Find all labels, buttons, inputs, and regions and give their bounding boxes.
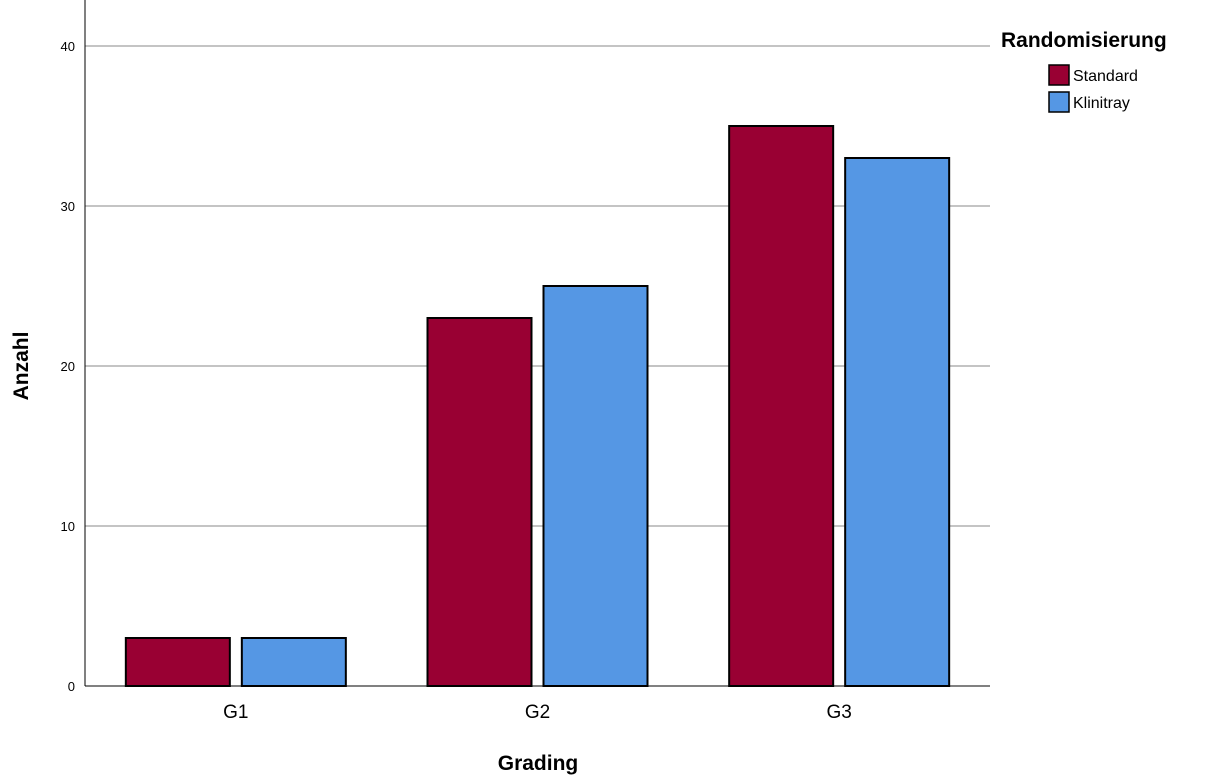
y-axis-title: Anzahl	[10, 332, 33, 401]
x-tick-label-g2: G2	[525, 702, 550, 723]
gridlines	[85, 45, 990, 527]
axes	[84, 0, 990, 687]
x-tick-label-g1: G1	[223, 702, 248, 723]
bar-standard-g1	[124, 637, 231, 687]
y-tick-label-40: 40	[61, 39, 75, 54]
bar-standard-g2	[426, 317, 533, 687]
legend-items: Standard Klinitray	[1048, 64, 1138, 113]
legend-label-klinitray: Klinitray	[1073, 95, 1130, 112]
bar-klinitray-g2	[542, 285, 649, 687]
legend: Randomisierung Standard Klinitray	[1001, 29, 1167, 113]
bars	[124, 125, 951, 687]
legend-label-standard: Standard	[1073, 68, 1138, 85]
labels: 0 10 20 30 40 G1 G2 G3	[61, 39, 852, 723]
y-tick-label-20: 20	[61, 359, 75, 374]
y-tick-label-10: 10	[61, 519, 75, 534]
y-tick-label-0: 0	[68, 679, 75, 694]
x-tick-label-g3: G3	[826, 702, 851, 723]
legend-swatch-standard	[1048, 64, 1070, 86]
bar-klinitray-g1	[240, 637, 347, 687]
y-tick-label-30: 30	[61, 199, 75, 214]
legend-title: Randomisierung	[1001, 29, 1167, 52]
x-axis-title: Grading	[498, 752, 579, 775]
legend-swatch-klinitray	[1048, 91, 1070, 113]
bar-standard-g3	[728, 125, 835, 687]
bar-klinitray-g3	[844, 157, 951, 687]
